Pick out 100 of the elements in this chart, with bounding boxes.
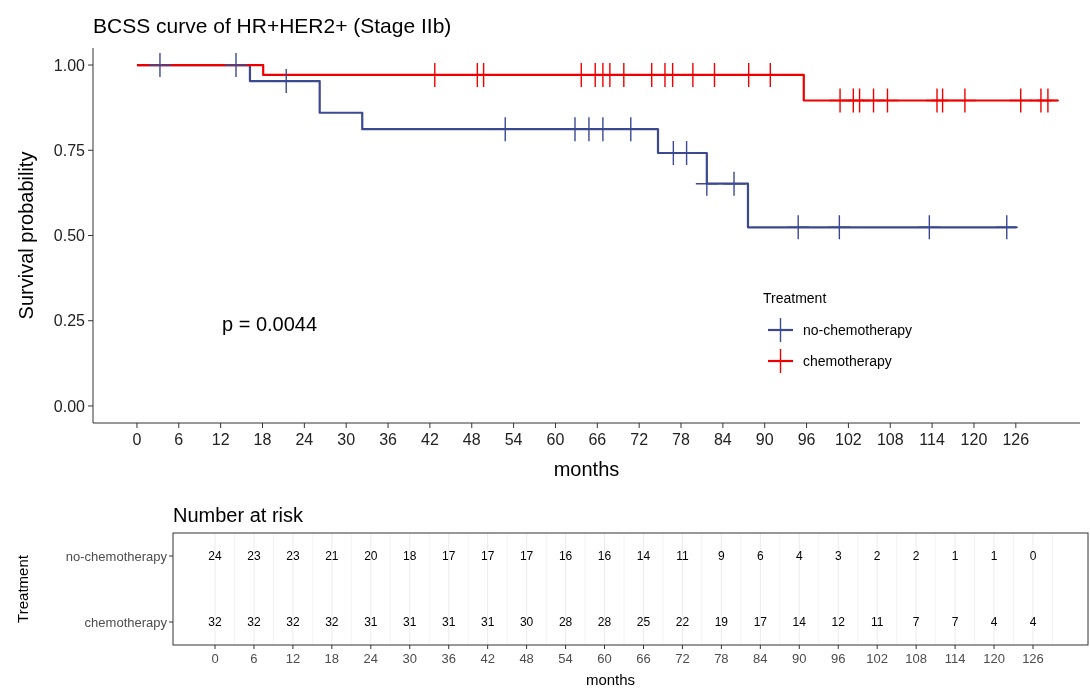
data-label: 31 [480, 615, 495, 630]
x-tick-label: 0 [211, 651, 219, 666]
data-label: 4 [990, 615, 998, 630]
x-tick-label: 66 [636, 651, 651, 666]
x-tick-label: 24 [295, 431, 314, 448]
y-axis-title: Treatment [14, 554, 31, 623]
x-tick-label: 114 [944, 651, 966, 666]
data-label: 23 [286, 549, 300, 564]
data-label: 0 [1029, 549, 1037, 564]
x-tick-label: 30 [337, 431, 356, 448]
data-label: 24 [208, 549, 222, 564]
legend-label: chemotherapy [803, 352, 892, 369]
data-label: 28 [558, 615, 573, 630]
legend-label: no-chemotherapy [803, 321, 912, 338]
x-tick-label: 72 [675, 651, 690, 666]
data-label: 1 [990, 549, 998, 564]
y-tick-label: 0.75 [53, 141, 86, 159]
x-tick-label: 126 [1022, 651, 1044, 666]
x-tick-label: 18 [253, 431, 272, 448]
x-tick-label: 72 [630, 431, 649, 448]
data-label: 14 [792, 615, 807, 630]
data-label: 7 [912, 615, 920, 630]
x-tick-label: 54 [504, 431, 523, 448]
x-tick-label: 108 [905, 651, 927, 666]
data-label: 28 [597, 615, 612, 630]
x-tick-label: 102 [835, 431, 862, 448]
x-tick-label: 90 [755, 431, 774, 448]
data-label: 16 [558, 549, 573, 564]
x-tick-label: 48 [519, 651, 534, 666]
x-tick-label: 66 [588, 431, 607, 448]
x-tick-label: 96 [797, 431, 816, 448]
x-tick-label: 96 [831, 651, 846, 666]
point [1036, 88, 1059, 113]
data-label: 1 [951, 549, 959, 564]
x-tick-label: 102 [866, 651, 889, 666]
data-label: 17 [519, 549, 534, 564]
data-label: 31 [403, 615, 417, 630]
data-label: 25 [636, 615, 651, 630]
x-tick-label: 84 [713, 431, 732, 448]
x-tick-label: 60 [546, 431, 565, 448]
data-label: 20 [364, 549, 378, 564]
data-label: 32 [325, 615, 339, 630]
x-tick-label: 6 [250, 651, 258, 666]
x-tick-label: 84 [753, 651, 768, 666]
data-label: 22 [675, 615, 690, 630]
x-tick-label: 108 [876, 431, 904, 448]
x-tick-label: 120 [960, 431, 988, 448]
x-tick-label: 114 [919, 431, 945, 448]
data-label: 31 [364, 615, 378, 630]
x-tick-label: 42 [421, 431, 439, 448]
x-tick-label: 18 [324, 651, 340, 666]
x-tick-label: 6 [174, 431, 184, 448]
x-tick-label: 120 [983, 651, 1005, 666]
x-tick-label: 48 [462, 431, 481, 448]
x-tick-label: 42 [480, 651, 495, 666]
data-label: 4 [795, 549, 803, 564]
data-label: 3 [834, 549, 842, 564]
data-label: 4 [1029, 615, 1037, 630]
data-label: 7 [951, 615, 959, 630]
y-tick-label: 0.50 [53, 227, 86, 245]
data-label: 31 [442, 615, 456, 630]
legend-title: Treatment [763, 290, 827, 306]
y-tick-label: 1.00 [53, 56, 86, 74]
point [695, 171, 718, 196]
data-label: 32 [286, 615, 300, 630]
data-label: 17 [480, 549, 495, 564]
point [148, 53, 171, 78]
data-label: 16 [597, 549, 612, 564]
x-tick-label: 54 [558, 651, 573, 666]
data-label: 11 [870, 615, 884, 630]
x-tick-label: 36 [379, 431, 398, 448]
data-label: 11 [676, 549, 689, 564]
data-label: 32 [247, 615, 261, 630]
data-label: 12 [831, 615, 846, 630]
x-tick-label: 12 [285, 651, 301, 666]
data-label: 19 [714, 615, 729, 630]
data-label: 9 [718, 549, 726, 564]
x-tick-label: 126 [1002, 431, 1030, 448]
data-label: 23 [247, 549, 261, 564]
chart-title: BCSS curve of HR+HER2+ (Stage IIb) [93, 14, 452, 37]
x-axis-title: months [585, 671, 636, 688]
x-tick-label: 78 [714, 651, 729, 666]
x-tick-label: 60 [597, 651, 612, 666]
point [787, 215, 810, 240]
data-label: 17 [753, 615, 768, 630]
data-label: 17 [442, 549, 456, 564]
x-axis-title: months [553, 458, 620, 480]
data-label: 18 [403, 549, 417, 564]
y-axis-title: Survival probability [15, 151, 37, 320]
data-label: 30 [519, 615, 534, 630]
x-tick-label: 12 [211, 431, 230, 448]
data-label: 14 [636, 549, 651, 564]
point [723, 171, 746, 196]
y-tick-label: 0.00 [53, 397, 86, 415]
data-label: 6 [756, 549, 764, 564]
data-label: 2 [912, 549, 920, 564]
chart-title: Number at risk [173, 504, 305, 526]
point [224, 53, 247, 78]
data-label: 21 [325, 549, 339, 564]
y-tick-label: 0.25 [53, 312, 86, 330]
